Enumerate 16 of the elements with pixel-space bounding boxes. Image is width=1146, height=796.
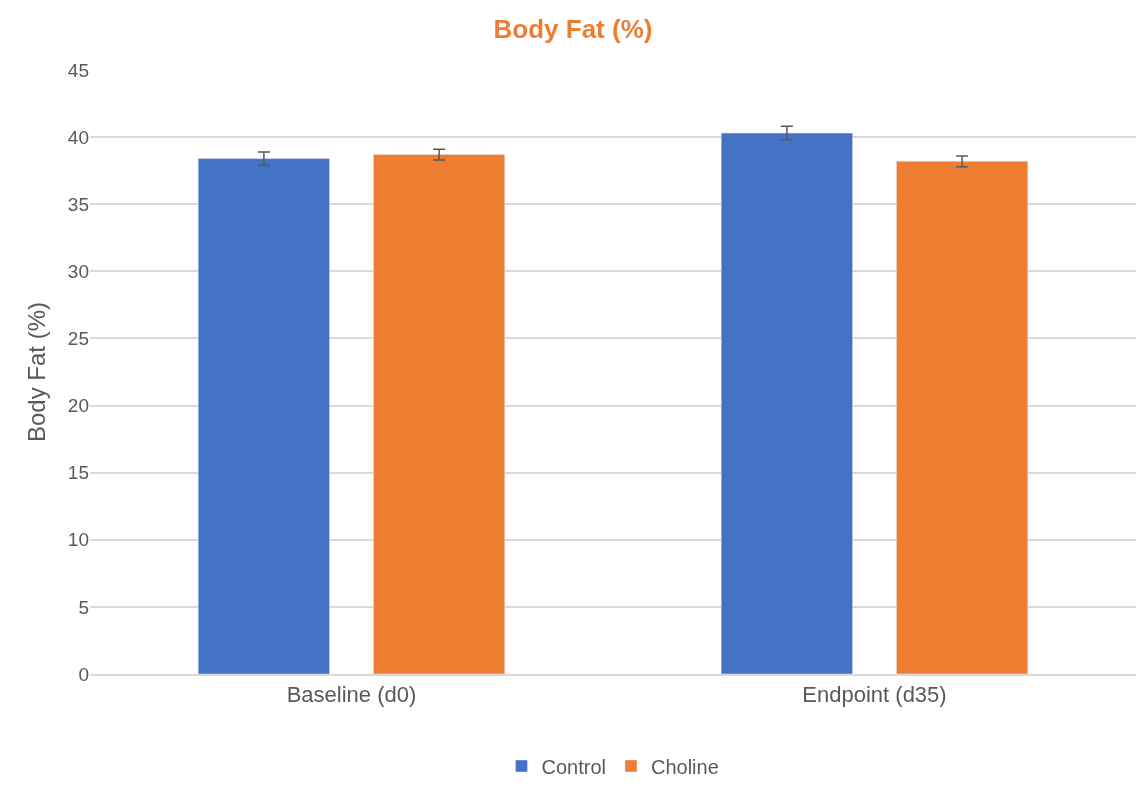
x-tick-label: Endpoint (d35) [802, 682, 947, 708]
y-tick-label: 5 [78, 596, 89, 618]
y-tick-label: 35 [67, 193, 89, 215]
y-axis-title: Body Fat (%) [22, 301, 50, 443]
y-tick-label: 0 [78, 663, 89, 685]
y-tick-label: 10 [67, 529, 89, 551]
y-tick-label: 40 [67, 126, 89, 148]
y-tick-label: 25 [67, 328, 89, 350]
chart-title: Body Fat (%) [493, 14, 653, 45]
y-tick-label: 30 [67, 260, 89, 282]
legend-label: Choline [650, 755, 719, 778]
y-tick-label: 15 [67, 462, 89, 484]
y-tick-label: 45 [67, 59, 89, 81]
y-tick-label: 20 [67, 395, 89, 417]
legend-label: Control [541, 755, 606, 778]
x-tick-label: Baseline (d0) [286, 682, 417, 708]
